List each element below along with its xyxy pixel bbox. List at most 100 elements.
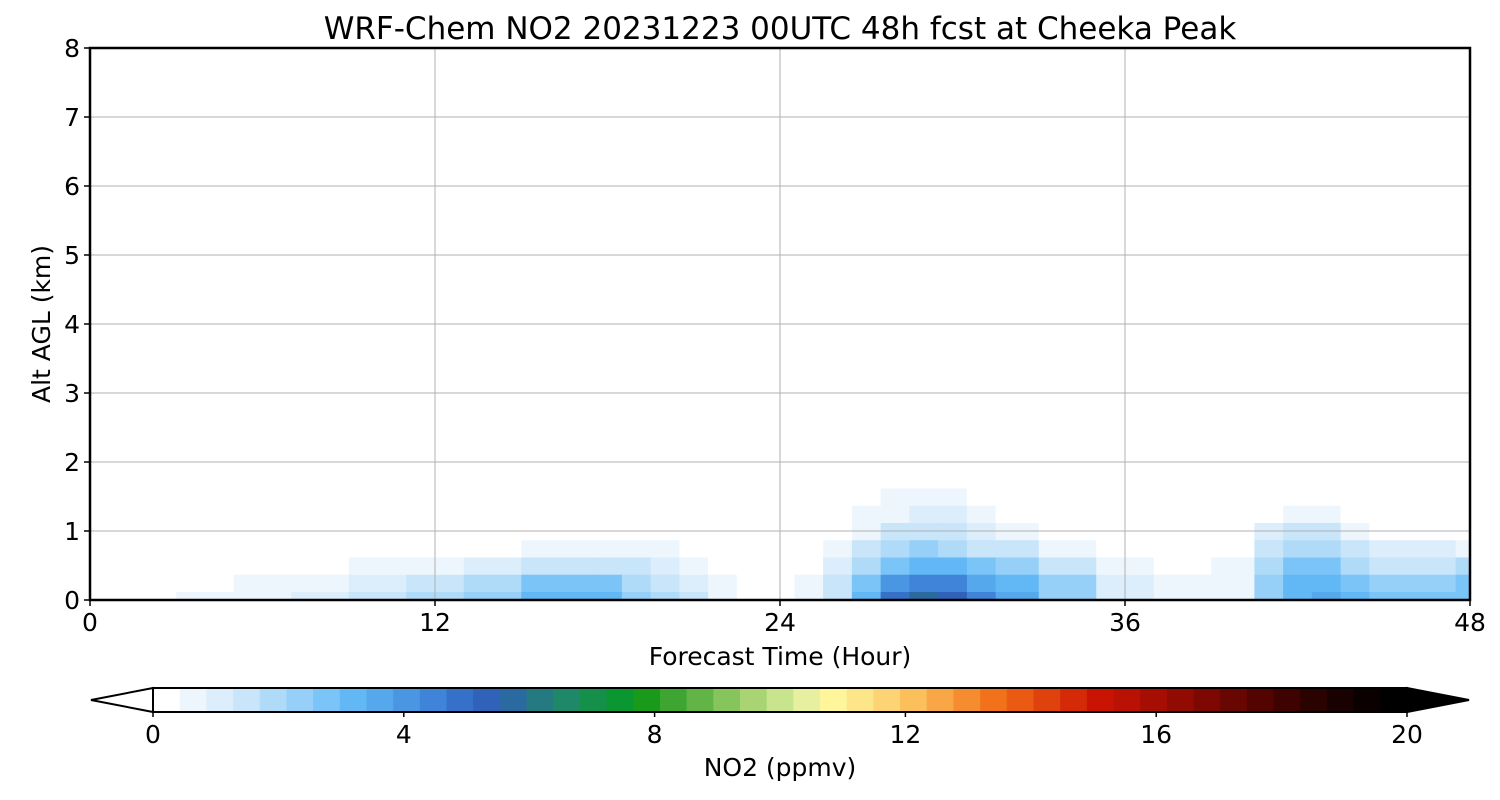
heatmap-cell	[1426, 444, 1457, 472]
heatmap-cell	[1283, 556, 1313, 575]
heatmap-cell	[521, 539, 565, 558]
heatmap-cell	[708, 556, 738, 575]
heatmap-cell	[851, 487, 882, 506]
heatmap-cell	[938, 410, 968, 446]
colorbar-segment	[179, 688, 207, 712]
heatmap-cell	[880, 574, 910, 592]
heatmap-cell	[1153, 556, 1212, 575]
heatmap-cell	[1340, 487, 1370, 506]
heatmap-cell	[1038, 358, 1097, 411]
colorbar-segment	[393, 688, 421, 712]
heatmap-cell	[564, 444, 594, 472]
heatmap-cell	[118, 48, 177, 84]
heatmap-cell	[1254, 505, 1284, 523]
heatmap-cell	[1369, 444, 1399, 472]
heatmap-cell	[1211, 591, 1255, 601]
heatmap-cell	[118, 487, 177, 506]
colorbar-segment	[1220, 688, 1248, 712]
heatmap-cell	[521, 556, 565, 575]
heatmap-cell	[90, 539, 120, 558]
colorbar-label: NO2 (ppmv)	[704, 753, 857, 782]
heatmap-cell	[995, 505, 1040, 523]
heatmap-cell	[1211, 444, 1255, 472]
colorbar-ticks: 0 4 8 12 16 20	[145, 712, 1423, 749]
heatmap-cell	[679, 505, 709, 523]
colorbar-segment	[313, 688, 341, 712]
heatmap-cell	[1254, 487, 1284, 506]
heatmap-cell	[90, 48, 120, 84]
heatmap-cell	[1153, 358, 1212, 411]
heatmap-cell	[736, 591, 767, 601]
heatmap-cell	[1211, 48, 1255, 84]
heatmap-cell	[1398, 444, 1428, 472]
heatmap-cell	[650, 539, 680, 558]
heatmap-cell	[679, 574, 709, 592]
heatmap-cell	[1254, 470, 1284, 489]
heatmap-cell	[348, 444, 407, 472]
heatmap-cell	[1283, 444, 1313, 472]
heatmap-cell	[794, 358, 824, 411]
heatmap-cell	[348, 487, 407, 506]
y-tick-label: 8	[64, 34, 80, 63]
colorbar-tick-label: 0	[145, 720, 161, 749]
heatmap-cell	[1283, 487, 1313, 506]
heatmap-cell	[118, 574, 177, 592]
heatmap-cell	[823, 410, 853, 446]
heatmap-cell	[938, 487, 968, 506]
colorbar-segment	[1166, 688, 1195, 712]
heatmap-cell	[621, 487, 652, 506]
heatmap-cell	[564, 410, 594, 446]
heatmap-cell	[291, 556, 350, 575]
heatmap-cell	[621, 358, 652, 411]
heatmap-cell	[521, 358, 565, 411]
heatmap-cell	[1254, 410, 1284, 446]
colorbar-segment	[1193, 688, 1221, 712]
heatmap-cell	[593, 470, 623, 489]
heatmap-cell	[593, 487, 623, 506]
colorbar-segment	[633, 688, 661, 712]
heatmap-cell	[1426, 505, 1457, 523]
heatmap-cell	[176, 470, 235, 489]
heatmap-cell	[794, 487, 824, 506]
heatmap-cell	[966, 487, 997, 506]
heatmap-cell	[909, 410, 939, 446]
heatmap-cell	[1426, 591, 1457, 601]
heatmap-cell	[794, 48, 824, 84]
heatmap-cell	[348, 574, 407, 592]
heatmap-cell	[1340, 470, 1370, 489]
heatmap-cell	[880, 358, 910, 411]
heatmap-cell	[966, 539, 997, 558]
heatmap-cell	[1211, 487, 1255, 506]
heatmap-cell	[90, 487, 120, 506]
heatmap-cell	[621, 539, 652, 558]
colorbar-segment	[1113, 688, 1141, 712]
heatmap-cell	[880, 470, 910, 489]
heatmap-cell	[966, 470, 997, 489]
heatmap-cell	[118, 556, 177, 575]
y-axis-ticks: 0 1 2 3 4 5 6 7 8	[64, 34, 90, 615]
heatmap-cell	[463, 556, 522, 575]
heatmap-cell	[348, 556, 407, 575]
heatmap-cell	[995, 591, 1040, 601]
heatmap-cell	[1455, 470, 1471, 489]
heatmap-cell	[118, 358, 177, 411]
colorbar: 0 4 8 12 16 20 NO2 (ppmv)	[90, 686, 1470, 782]
heatmap-cell	[1369, 505, 1399, 523]
heatmap-cell	[90, 358, 120, 411]
colorbar-tick-label: 4	[396, 720, 412, 749]
heatmap-cell	[1153, 539, 1212, 558]
x-tick-label: 0	[82, 608, 98, 637]
y-tick-label: 7	[64, 103, 80, 132]
heatmap-cell	[995, 358, 1040, 411]
heatmap-cell	[1369, 487, 1399, 506]
colorbar-segment	[739, 688, 768, 712]
heatmap-cell	[291, 48, 350, 84]
colorbar-segment	[1060, 688, 1088, 712]
heatmap-cell	[1398, 48, 1428, 84]
heatmap-cell	[564, 574, 594, 592]
heatmap-cell	[650, 470, 680, 489]
heatmap-cell	[593, 574, 623, 592]
heatmap-cell	[593, 591, 623, 601]
heatmap-cell	[1153, 410, 1212, 446]
